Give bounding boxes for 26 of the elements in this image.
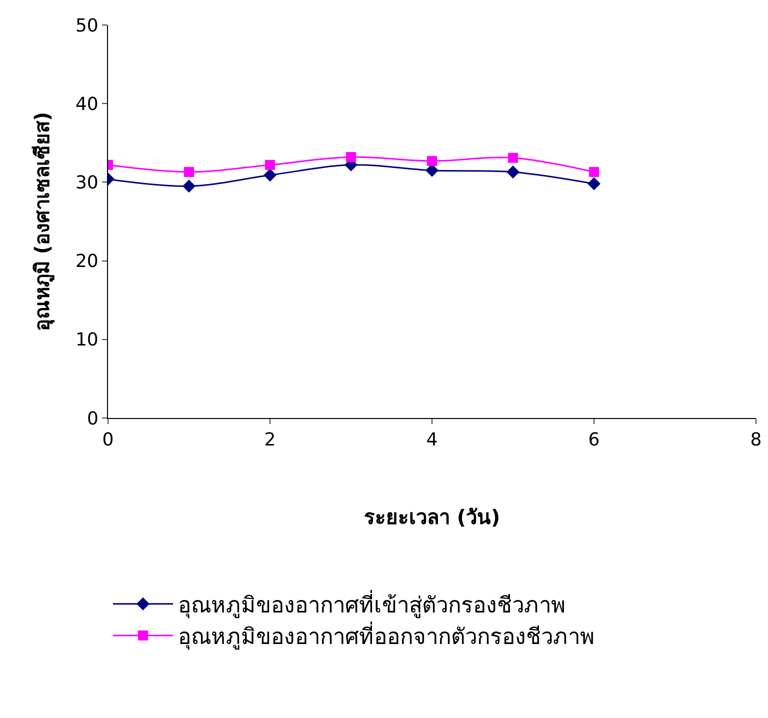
y-tick-label: 50 — [75, 15, 98, 36]
point — [588, 177, 600, 190]
point — [184, 166, 194, 177]
x-tick-label: 4 — [426, 430, 438, 451]
legend-label: อุณหภูมิของอากาศที่ออกจากตัวกรองชีวภาพ — [178, 621, 595, 650]
point — [589, 166, 599, 177]
point — [264, 168, 276, 182]
point — [508, 152, 518, 163]
y-tick-label: 10 — [75, 330, 98, 351]
x-axis-title: ระยะเวลา (วัน) — [364, 505, 500, 530]
point — [182, 180, 196, 193]
y-tick-label: 30 — [75, 172, 98, 194]
point — [265, 160, 275, 170]
point — [506, 165, 520, 178]
point — [426, 164, 438, 177]
x-tick-label: 0 — [102, 430, 114, 451]
x-tick-label: 8 — [750, 430, 762, 451]
point — [427, 156, 437, 166]
y-tick-label: 0 — [86, 408, 98, 430]
x-tick-label: 2 — [264, 430, 276, 451]
legend-label: อุณหภูมิของอากาศที่เข้าสู่ตัวกรองชีวภาพ — [178, 589, 566, 618]
y-axis-title: อุณหภูมิ (องศาเซลเซียส) — [30, 112, 56, 332]
y-tick-label: 40 — [75, 94, 98, 115]
x-tick-label: 6 — [588, 430, 600, 451]
point — [346, 152, 356, 162]
y-tick-label: 20 — [75, 251, 98, 272]
